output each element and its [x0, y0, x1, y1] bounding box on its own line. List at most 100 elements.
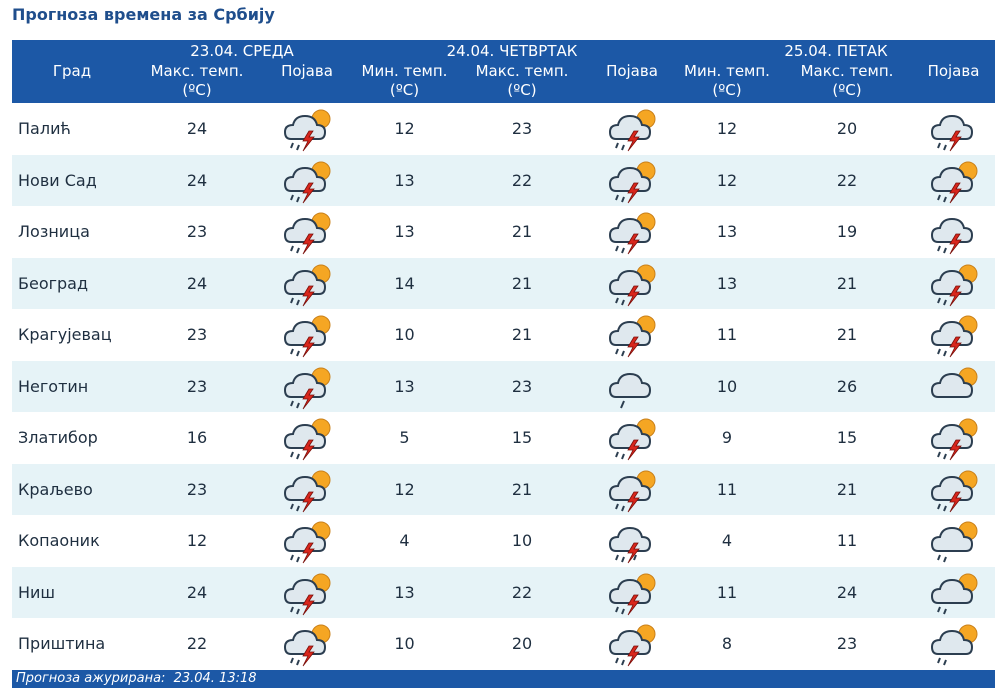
city-name: Палић: [18, 119, 71, 138]
update-footer: Прогноза ажурирана: 23.04. 13:18: [12, 670, 995, 688]
weather-storm-icon: [922, 208, 986, 256]
city-name: Ниш: [18, 582, 56, 602]
weather-storm-sun-icon: [922, 311, 986, 359]
page-title: Прогноза времена за Србију: [12, 5, 275, 24]
max-temp: 16: [186, 428, 208, 447]
min-temp: 13: [394, 170, 415, 190]
header-min-temp: Мин. темп. (ºC): [361, 62, 448, 99]
header-city: Град: [52, 62, 92, 80]
max-temp: 23: [511, 119, 533, 138]
table-row: Лозница 23 13 21 13 19: [12, 206, 995, 258]
min-temp: 12: [716, 119, 738, 138]
weather-storm-sun-icon: [600, 208, 664, 256]
min-temp: 8: [721, 634, 733, 653]
max-temp: 26: [836, 376, 858, 396]
city-name: Копаоник: [18, 531, 100, 550]
weather-storm-sun-icon: [275, 569, 339, 617]
table-row: Ниш 24 13 22 11 24: [12, 566, 995, 618]
min-temp: 14: [394, 273, 415, 293]
table-row: Копаоник 12 4 10 4 11: [12, 515, 995, 567]
weather-storm-sun-icon: [275, 363, 339, 411]
max-temp: 22: [186, 634, 208, 653]
min-temp: 5: [399, 428, 410, 447]
max-temp: 15: [836, 428, 858, 447]
min-temp: 10: [394, 325, 415, 344]
min-temp: 11: [716, 325, 738, 344]
weather-rain-sun-icon: [922, 620, 986, 668]
weather-storm-sun-icon: [275, 311, 339, 359]
weather-storm-rain-icon: [600, 517, 664, 565]
max-temp: 24: [186, 273, 208, 293]
table-row: Београд 24 14 21 13 21: [12, 257, 995, 309]
city-name: Београд: [18, 273, 89, 293]
header-phenomenon: Појава: [927, 62, 980, 80]
city-name: Нови Сад: [18, 170, 97, 190]
max-temp: 15: [511, 428, 533, 447]
max-temp: 21: [511, 222, 533, 241]
min-temp: 13: [394, 376, 415, 396]
min-temp: 12: [716, 170, 738, 190]
table-row: Палић 24 12 23 12 20: [12, 103, 995, 155]
min-temp: 13: [716, 273, 738, 293]
update-time: 23.04. 13:18: [173, 671, 257, 686]
city-name: Златибор: [18, 428, 98, 447]
min-temp: 4: [399, 531, 410, 550]
max-temp: 24: [836, 582, 858, 602]
weather-storm-sun-icon: [922, 466, 986, 514]
min-temp: 12: [394, 479, 415, 499]
city-name: Неготин: [18, 376, 89, 396]
weather-storm-sun-icon: [600, 620, 664, 668]
table-row: Златибор 16 5 15 9 15: [12, 412, 995, 464]
header-day-3: 25.04. ПЕТАК: [784, 42, 888, 60]
weather-storm-sun-icon: [922, 414, 986, 462]
min-temp: 12: [394, 119, 415, 138]
max-temp: 24: [186, 119, 208, 138]
header-max-temp: Макс. темп. (ºC): [800, 62, 894, 99]
table-row: Крагујевац 23 10 21 11 21: [12, 309, 995, 361]
min-temp: 13: [394, 222, 415, 241]
weather-storm-sun-icon: [275, 260, 339, 308]
header-day-1: 23.04. СРЕДА: [190, 42, 294, 60]
max-temp: 22: [511, 582, 533, 602]
header-max-temp: Макс. темп. (ºC): [150, 62, 244, 99]
weather-storm-sun-icon: [600, 466, 664, 514]
weather-storm-icon: [922, 105, 986, 153]
max-temp: 24: [186, 582, 208, 602]
weather-storm-sun-icon: [275, 208, 339, 256]
max-temp: 11: [836, 531, 858, 550]
weather-rain-sun-icon: [922, 517, 986, 565]
forecast-table-body: Палић 24 12 23 12 20 Нови Сад 24 13 22 12 22 Лозница…: [12, 103, 995, 670]
max-temp: 23: [511, 376, 533, 396]
weather-cloud-drop-icon: [600, 363, 664, 411]
min-temp: 13: [394, 582, 415, 602]
table-header: Град 23.04. СРЕДА Макс. темп. (ºC) Појава…: [12, 40, 995, 103]
max-temp: 21: [836, 273, 858, 293]
max-temp: 23: [836, 634, 858, 653]
max-temp: 20: [511, 634, 533, 653]
city-name: Крагујевац: [18, 325, 112, 344]
min-temp: 10: [716, 376, 738, 396]
header-min-temp: Мин. темп. (ºC): [684, 62, 770, 99]
min-temp: 10: [394, 634, 415, 653]
weather-storm-sun-icon: [275, 105, 339, 153]
weather-storm-sun-icon: [922, 260, 986, 308]
max-temp: 12: [186, 531, 208, 550]
max-temp: 23: [186, 222, 208, 241]
min-temp: 11: [716, 582, 738, 602]
weather-storm-sun-icon: [922, 157, 986, 205]
max-temp: 24: [186, 170, 208, 190]
max-temp: 21: [511, 325, 533, 344]
header-phenomenon: Појава: [281, 62, 333, 80]
city-name: Лозница: [18, 222, 90, 241]
max-temp: 23: [186, 376, 208, 396]
update-label: Прогноза ажурирана:: [16, 671, 166, 686]
table-row: Приштина 22 10 20 8 23: [12, 618, 995, 670]
header-phenomenon: Појава: [606, 62, 658, 80]
header-max-temp: Макс. темп. (ºC): [475, 62, 569, 99]
table-row: Краљево 23 12 21 11 21: [12, 463, 995, 515]
city-name: Краљево: [18, 479, 93, 499]
weather-storm-sun-icon: [600, 414, 664, 462]
weather-storm-sun-icon: [600, 157, 664, 205]
city-name: Приштина: [18, 634, 106, 653]
max-temp: 21: [836, 479, 858, 499]
